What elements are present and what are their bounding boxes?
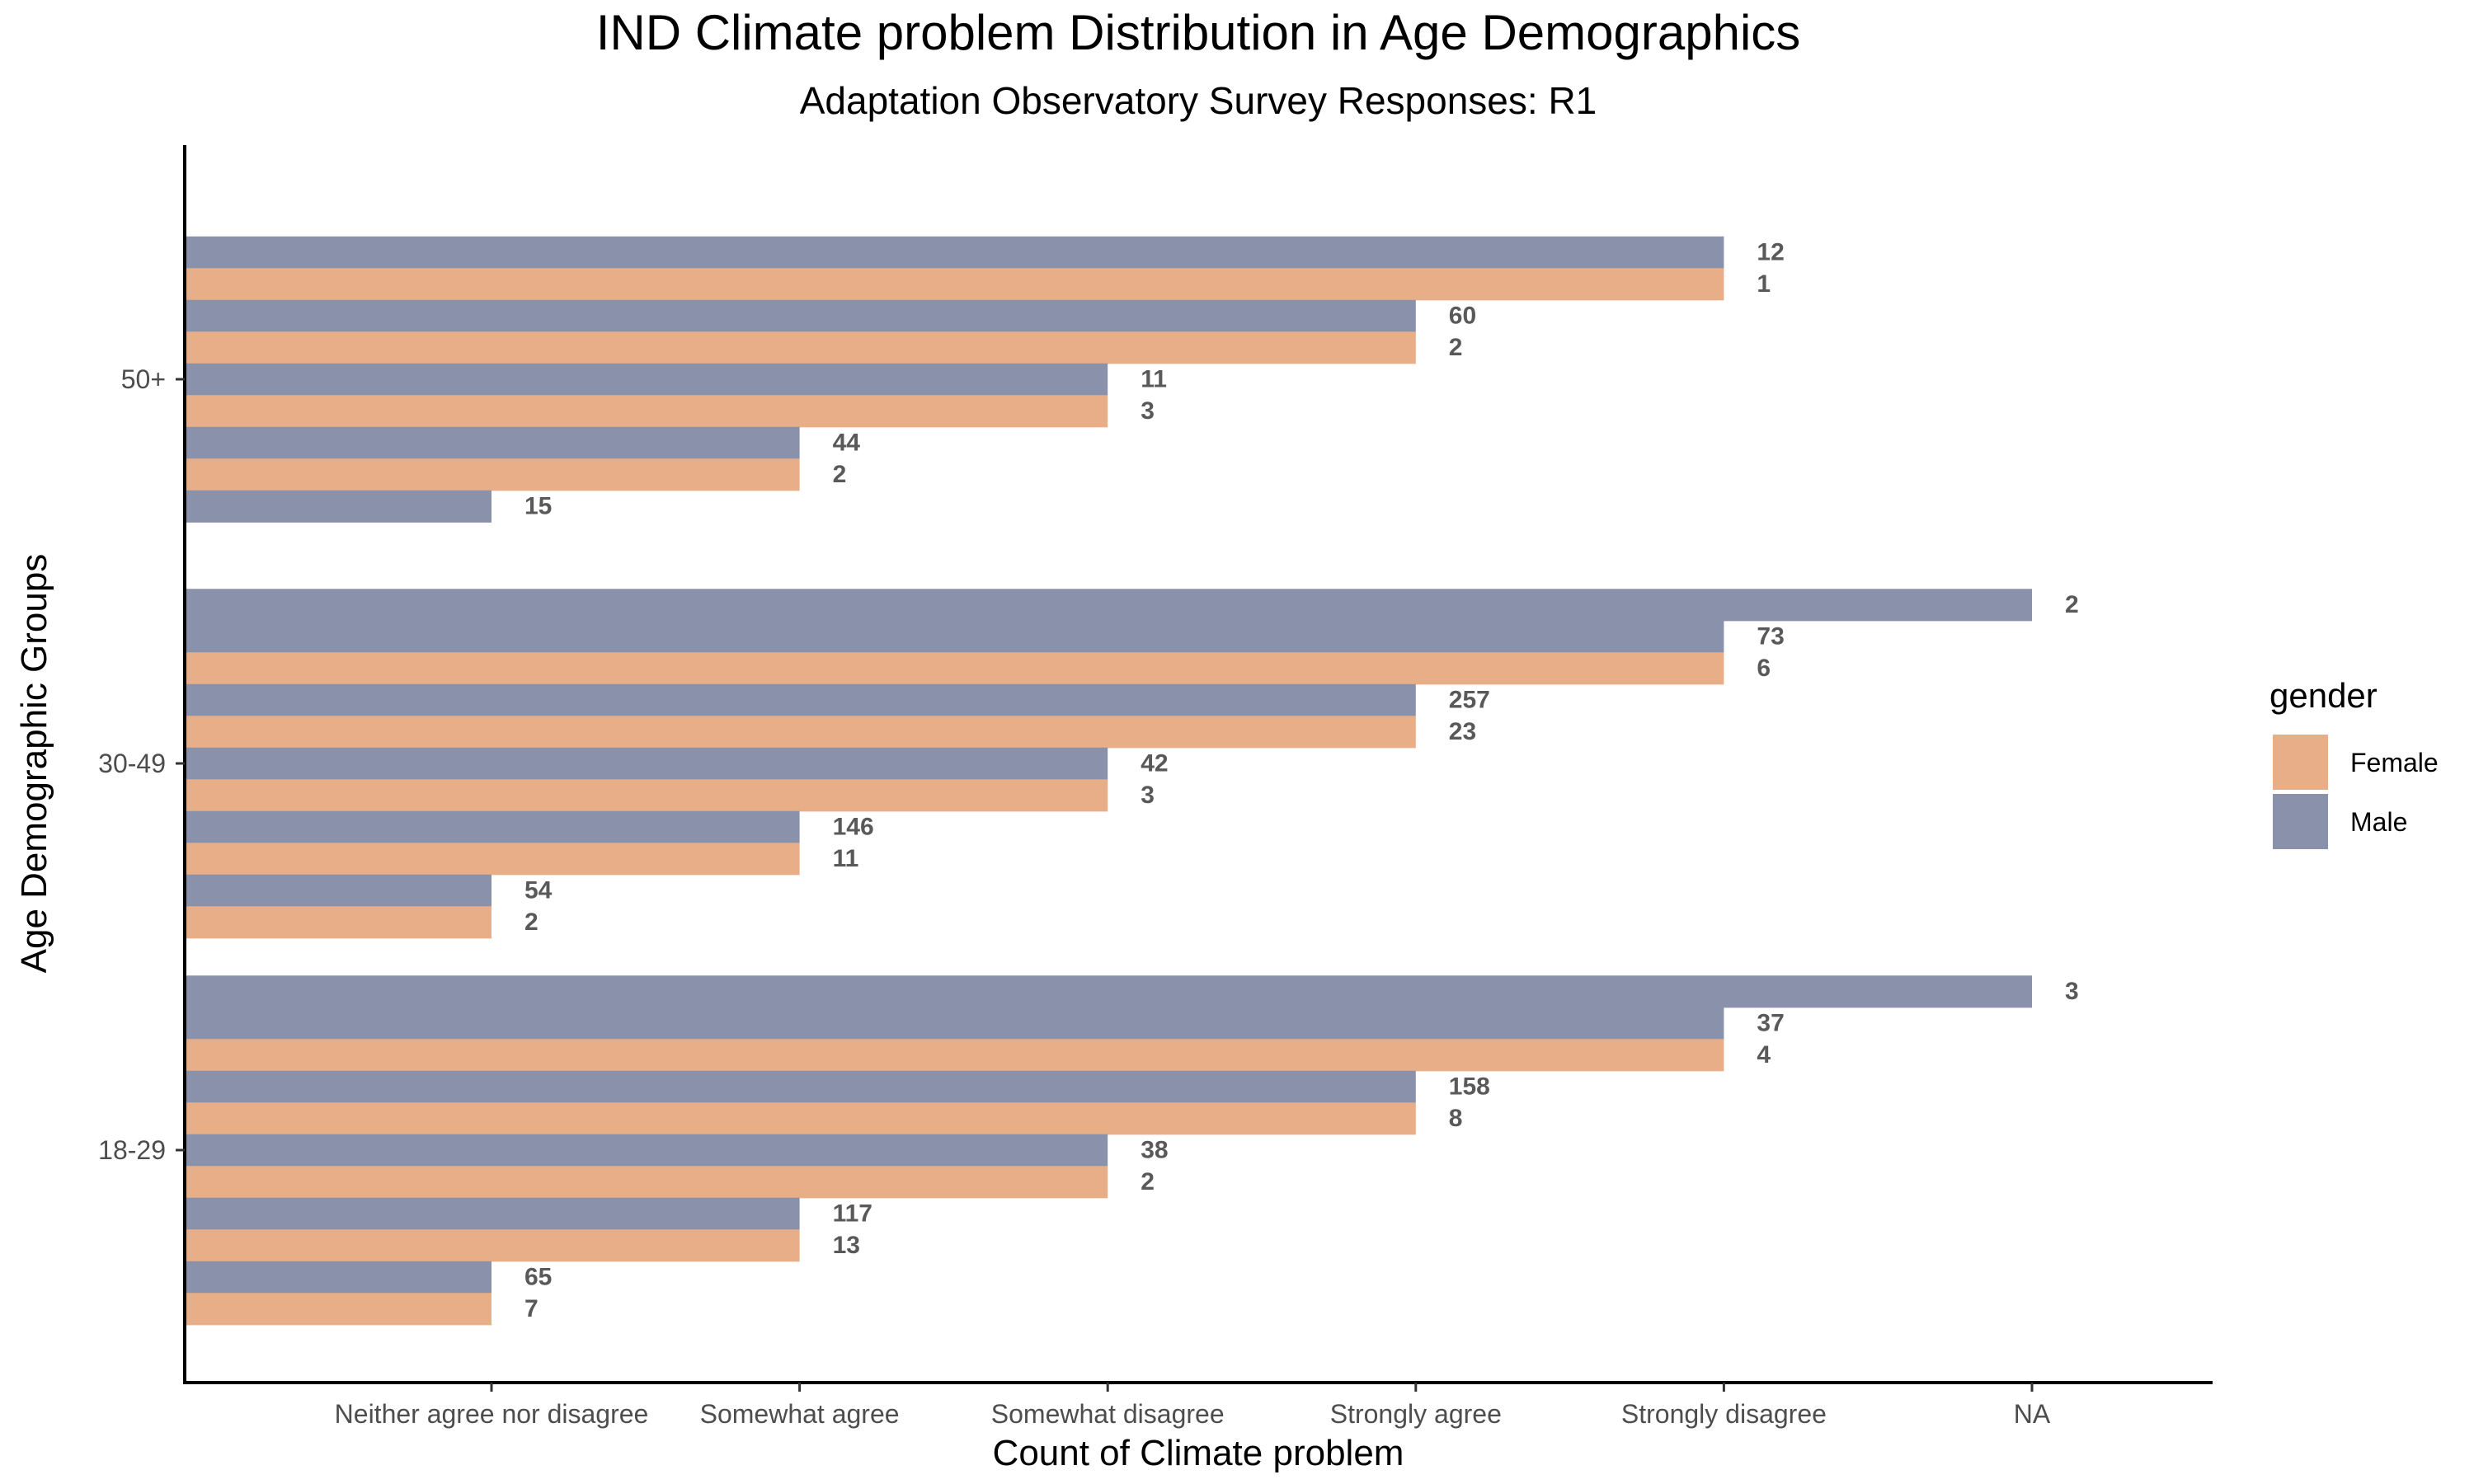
bar-50-somewhat-agree-female bbox=[185, 458, 800, 491]
legend-swatch-female bbox=[2273, 735, 2328, 790]
value-labels-layer: 1216021134421527362572342314611542337415… bbox=[524, 239, 2079, 1323]
y-axis-title: Age Demographic Groups bbox=[14, 554, 54, 974]
x-tick-label-somewhat-disagree: Somewhat disagree bbox=[991, 1399, 1225, 1429]
bar-18-29-strongly-disagree-female bbox=[185, 1039, 1724, 1072]
bar-18-29-somewhat-agree-male bbox=[185, 1197, 800, 1230]
value-label-30-49-somewhat-agree-female: 11 bbox=[833, 845, 859, 872]
value-label-50-somewhat-disagree-female: 3 bbox=[1141, 397, 1155, 425]
x-tick-label-strongly-disagree: Strongly disagree bbox=[1621, 1399, 1827, 1429]
value-label-18-29-neither-agree-nor-disagree-female: 7 bbox=[524, 1295, 539, 1322]
bar-30-49-na-male bbox=[185, 589, 2032, 622]
bar-18-29-somewhat-disagree-female bbox=[185, 1166, 1108, 1199]
legend-swatch-male bbox=[2273, 794, 2328, 849]
x-tick-label-somewhat-agree: Somewhat agree bbox=[700, 1399, 900, 1429]
bar-18-29-somewhat-agree-female bbox=[185, 1229, 800, 1262]
x-tick-label-na: NA bbox=[2014, 1399, 2051, 1429]
value-label-18-29-strongly-agree-male: 158 bbox=[1449, 1073, 1490, 1101]
value-label-30-49-neither-agree-nor-disagree-female: 2 bbox=[524, 909, 539, 936]
bar-30-49-somewhat-agree-female bbox=[185, 843, 800, 876]
value-label-50-neither-agree-nor-disagree-male: 15 bbox=[524, 493, 552, 520]
value-label-30-49-neither-agree-nor-disagree-male: 54 bbox=[524, 877, 553, 904]
bar-50-somewhat-agree-male bbox=[185, 426, 800, 459]
legend-label-female: Female bbox=[2350, 748, 2439, 777]
chart-subtitle: Adaptation Observatory Survey Responses:… bbox=[800, 79, 1597, 122]
bar-30-49-somewhat-agree-male bbox=[185, 810, 800, 843]
value-label-18-29-na-male: 3 bbox=[2065, 978, 2079, 1005]
bar-50-neither-agree-nor-disagree-male bbox=[185, 490, 492, 523]
legend-title: gender bbox=[2269, 676, 2378, 715]
bar-30-49-somewhat-disagree-male bbox=[185, 747, 1108, 780]
value-label-50-somewhat-disagree-male: 11 bbox=[1141, 366, 1167, 393]
bar-30-49-somewhat-disagree-female bbox=[185, 779, 1108, 812]
value-label-30-49-somewhat-agree-male: 146 bbox=[833, 814, 874, 841]
bar-50-strongly-agree-female bbox=[185, 331, 1416, 364]
value-label-50-somewhat-agree-female: 2 bbox=[833, 461, 847, 488]
y-ticks-layer: 18-29 30-49 50+ bbox=[98, 364, 185, 1165]
x-axis-title: Count of Climate problem bbox=[993, 1433, 1404, 1473]
x-tick-label-neither-agree-nor-disagree: Neither agree nor disagree bbox=[335, 1399, 649, 1429]
value-label-18-29-neither-agree-nor-disagree-male: 65 bbox=[524, 1264, 552, 1291]
bar-30-49-strongly-agree-male bbox=[185, 683, 1416, 716]
value-label-18-29-somewhat-disagree-female: 2 bbox=[1141, 1168, 1155, 1195]
value-label-30-49-strongly-agree-male: 257 bbox=[1449, 687, 1490, 714]
value-label-18-29-somewhat-agree-female: 13 bbox=[833, 1232, 860, 1259]
bar-30-49-neither-agree-nor-disagree-male bbox=[185, 874, 492, 907]
value-label-30-49-strongly-agree-female: 23 bbox=[1449, 718, 1476, 745]
value-label-50-strongly-disagree-male: 12 bbox=[1757, 239, 1784, 266]
value-label-18-29-strongly-disagree-male: 37 bbox=[1757, 1010, 1784, 1037]
value-label-18-29-somewhat-agree-male: 117 bbox=[833, 1200, 872, 1228]
x-tick-label-strongly-agree: Strongly agree bbox=[1330, 1399, 1502, 1429]
legend-items: Female Male bbox=[2273, 735, 2439, 849]
chart-title: IND Climate problem Distribution in Age … bbox=[596, 5, 1801, 60]
bar-50-somewhat-disagree-male bbox=[185, 363, 1108, 396]
value-label-30-49-somewhat-disagree-male: 42 bbox=[1141, 750, 1168, 777]
bar-50-strongly-disagree-male bbox=[185, 236, 1724, 269]
bar-30-49-strongly-disagree-female bbox=[185, 652, 1724, 685]
value-label-18-29-strongly-disagree-female: 4 bbox=[1757, 1041, 1771, 1068]
bar-30-49-strongly-agree-female bbox=[185, 716, 1416, 749]
value-label-50-somewhat-agree-male: 44 bbox=[833, 430, 861, 457]
bar-50-strongly-agree-male bbox=[185, 299, 1416, 332]
bar-18-29-neither-agree-nor-disagree-male bbox=[185, 1261, 492, 1294]
x-ticks-layer: Neither agree nor disagree Somewhat agree… bbox=[335, 1383, 2051, 1429]
bar-18-29-na-male bbox=[185, 975, 2032, 1008]
value-label-30-49-strongly-disagree-female: 6 bbox=[1757, 655, 1771, 682]
bars-layer bbox=[185, 236, 2032, 1326]
legend-label-male: Male bbox=[2350, 807, 2407, 837]
value-label-30-49-somewhat-disagree-female: 3 bbox=[1141, 782, 1155, 809]
value-label-50-strongly-agree-male: 60 bbox=[1449, 303, 1476, 330]
legend: gender Female Male bbox=[2269, 676, 2439, 849]
bar-50-somewhat-disagree-female bbox=[185, 395, 1108, 428]
bar-18-29-neither-agree-nor-disagree-female bbox=[185, 1293, 492, 1326]
value-label-18-29-strongly-agree-female: 8 bbox=[1449, 1105, 1463, 1132]
bar-18-29-somewhat-disagree-male bbox=[185, 1134, 1108, 1167]
value-label-50-strongly-agree-female: 2 bbox=[1449, 334, 1463, 361]
bar-30-49-strongly-disagree-male bbox=[185, 620, 1724, 653]
value-label-30-49-na-male: 2 bbox=[2065, 591, 2079, 618]
bar-18-29-strongly-disagree-male bbox=[185, 1007, 1724, 1040]
y-tick-label-30-49: 30-49 bbox=[98, 749, 166, 778]
value-label-30-49-strongly-disagree-male: 73 bbox=[1757, 623, 1784, 650]
bar-18-29-strongly-agree-female bbox=[185, 1102, 1416, 1135]
value-label-50-strongly-disagree-female: 1 bbox=[1757, 270, 1771, 298]
bar-50-strongly-disagree-female bbox=[185, 268, 1724, 301]
bar-30-49-neither-agree-nor-disagree-female bbox=[185, 906, 492, 939]
value-label-18-29-somewhat-disagree-male: 38 bbox=[1141, 1137, 1168, 1164]
y-tick-label-18-29: 18-29 bbox=[98, 1135, 166, 1165]
y-tick-label-50: 50+ bbox=[121, 364, 166, 394]
bar-18-29-strongly-agree-male bbox=[185, 1070, 1416, 1103]
